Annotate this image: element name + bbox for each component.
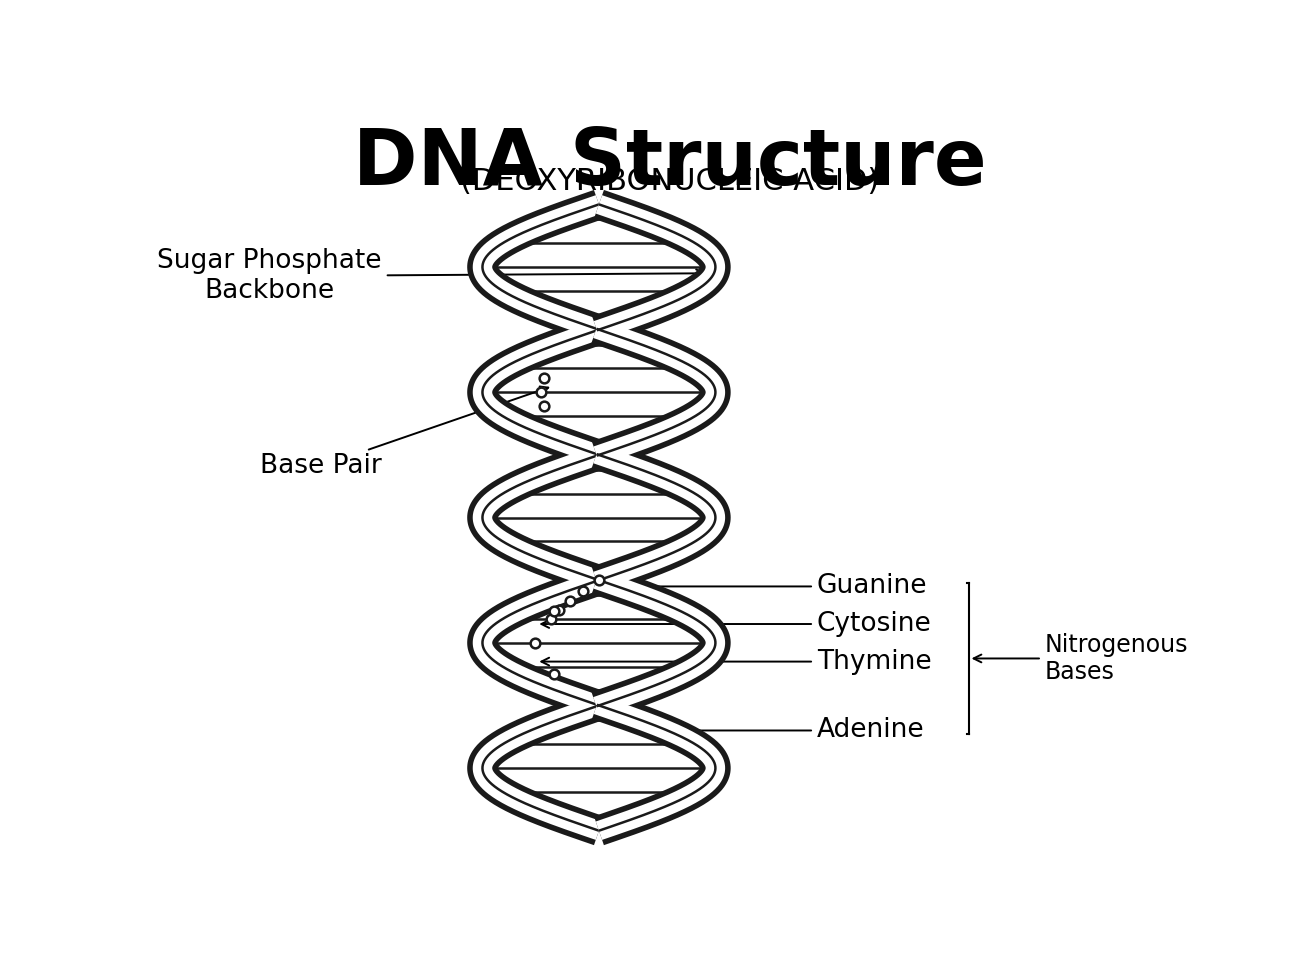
Text: (DEOXYRIBONUCLEIC ACID): (DEOXYRIBONUCLEIC ACID) — [460, 167, 880, 196]
Text: Sugar Phosphate
Backbone: Sugar Phosphate Backbone — [157, 248, 704, 304]
Text: Adenine: Adenine — [635, 717, 924, 744]
Text: Thymine: Thymine — [541, 649, 932, 674]
Text: Cytosine: Cytosine — [541, 611, 932, 637]
Text: Base Pair: Base Pair — [260, 386, 548, 479]
Text: DNA Structure: DNA Structure — [353, 125, 987, 201]
Text: Nitrogenous
Bases: Nitrogenous Bases — [974, 632, 1188, 684]
Text: Guanine: Guanine — [601, 573, 927, 600]
